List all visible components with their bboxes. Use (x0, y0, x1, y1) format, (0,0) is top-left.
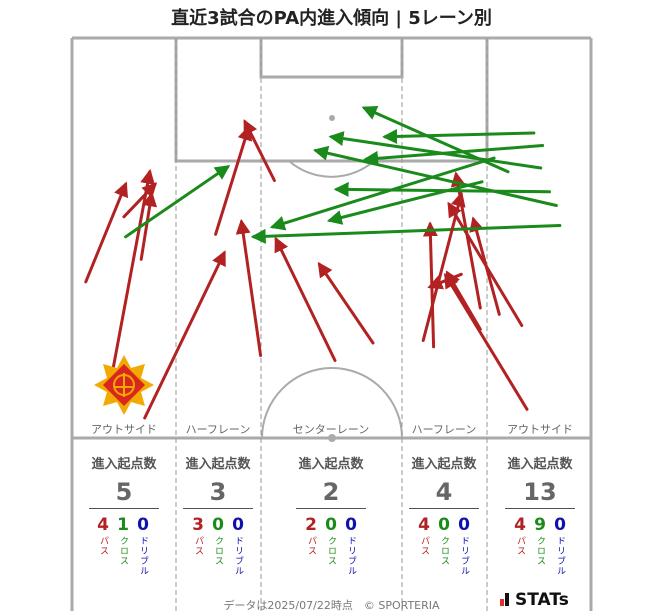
lane-label-outside-left: アウトサイド (91, 423, 157, 436)
arrow-cross-20 (363, 144, 545, 166)
lane-5-rule (505, 508, 575, 509)
arrow-cross-21 (382, 128, 536, 144)
arrow-pass-7 (214, 125, 253, 236)
lane-4-total: 4 (435, 478, 453, 506)
lane-label-center: センターレーン (292, 423, 370, 436)
penalty-spot (329, 115, 335, 121)
arrow-cross-19 (250, 224, 562, 244)
arrow-cross-5 (124, 165, 231, 239)
arrow-cross-23 (361, 106, 510, 174)
arrow-cross-22 (269, 156, 496, 231)
arrow-pass-15 (450, 171, 482, 310)
lane-4-dribble: 0 ドリブル (458, 515, 470, 576)
lane-3-pass: 2 パス (305, 515, 317, 556)
lane-3-cross: 0 クロス (325, 515, 337, 566)
arrow-pass-28 (421, 191, 466, 342)
arrow-pass-25 (444, 272, 529, 411)
penalty-arc (288, 160, 375, 178)
arrow-pass-11 (274, 236, 337, 362)
arrow-pass-6 (143, 250, 226, 420)
arrow-pass-8 (235, 218, 263, 357)
lane-label-outside-right: アウトサイド (507, 423, 573, 436)
lane-1-dribble: 0 ドリブル (137, 515, 149, 576)
center-circle (261, 367, 403, 439)
lane-2-rule (183, 508, 253, 509)
club-crest-icon (94, 355, 154, 415)
arrow-pass-14 (469, 216, 501, 316)
lane-label-halfspace-right: ハーフレーン (411, 423, 477, 436)
lane-2-stat-title: 進入起点数 (185, 457, 251, 472)
stats-brand-logo: STATs (500, 590, 569, 610)
arrow-pass-10 (317, 261, 375, 345)
lane-1-rule (89, 508, 159, 509)
chart-title: 直近3試合のPA内進入傾向 | 5レーン別 (171, 8, 492, 29)
arrow-pass-27 (445, 270, 482, 331)
lane-3-rule (296, 508, 366, 509)
lane-3-total: 2 (322, 478, 340, 506)
lane-1-total: 5 (115, 478, 133, 506)
lane-3-stat-title: 進入起点数 (298, 457, 364, 472)
lane-5-dribble: 0 ドリブル (554, 515, 566, 576)
arrow-pass-1 (84, 181, 129, 284)
stats-brand-text: STATs (515, 590, 569, 610)
lane-label-halfspace-left: ハーフレーン (185, 423, 251, 436)
lane-1-stat-title: 進入起点数 (91, 457, 157, 472)
lane-5-pass: 4 パス (514, 515, 526, 556)
arrow-cross-24 (326, 180, 484, 225)
lane-2-total: 3 (209, 478, 227, 506)
lane-2-dribble: 0 ドリブル (232, 515, 244, 576)
entry-arrows (84, 106, 562, 420)
lane-5-cross: 9 クロス (534, 515, 546, 566)
arrow-pass-9 (243, 119, 276, 182)
lane-1-cross: 1 クロス (117, 515, 129, 566)
lane-4-cross: 0 クロス (438, 515, 450, 566)
arrow-cross-17 (312, 145, 558, 207)
lane-1-pass: 4 パス (97, 515, 109, 556)
lane-5-stat-title: 進入起点数 (507, 457, 573, 472)
lane-5-total: 13 (523, 478, 557, 506)
goal-area (259, 36, 404, 79)
lane-2-cross: 0 クロス (212, 515, 224, 566)
lane-4-rule (409, 508, 479, 509)
lane-3-dribble: 0 ドリブル (345, 515, 357, 576)
arrow-pass-4 (122, 182, 158, 219)
lane-2-pass: 3 パス (192, 515, 204, 556)
stats-logo-icon (500, 593, 511, 606)
footer-note: データは2025/07/22時点 © SPORTERIA (223, 599, 440, 612)
arrow-pass-3 (139, 191, 158, 261)
lane-4-stat-title: 進入起点数 (411, 457, 477, 472)
center-spot (328, 434, 336, 442)
lane-4-pass: 4 パス (418, 515, 430, 556)
